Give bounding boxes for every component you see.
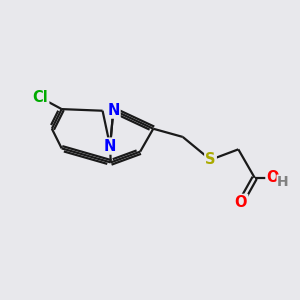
Text: O: O (235, 195, 247, 210)
Text: N: N (107, 103, 119, 118)
Text: H: H (277, 175, 289, 189)
Text: S: S (205, 152, 216, 167)
Text: Cl: Cl (32, 90, 48, 105)
Text: N: N (104, 139, 116, 154)
Text: O: O (266, 170, 279, 185)
